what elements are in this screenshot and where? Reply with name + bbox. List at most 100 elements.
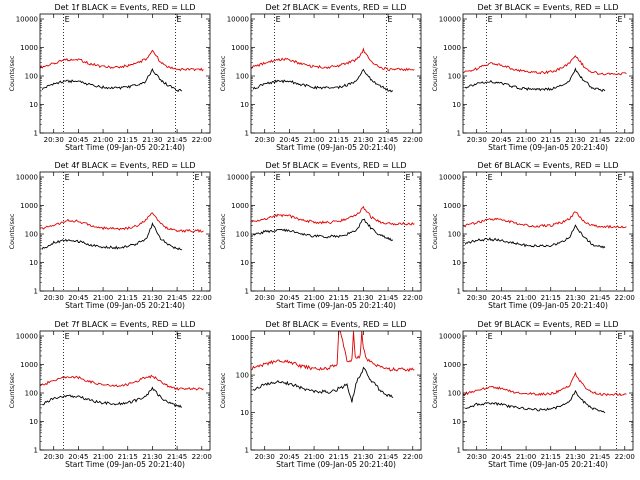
x-tick-label: 22:00	[192, 453, 212, 461]
y-tick-label: 10	[240, 101, 249, 109]
x-tick-label: 20:30	[255, 294, 275, 302]
y-tick-label: 1	[245, 130, 249, 138]
x-tick-label: 21:15	[329, 294, 349, 302]
x-tick-label: 22:00	[403, 136, 423, 144]
x-tick-label: 21:00	[516, 294, 536, 302]
x-tick-label: 21:15	[329, 453, 349, 461]
y-tick-label: 100	[448, 231, 461, 239]
x-tick-label: 21:45	[378, 136, 398, 144]
x-tick-label: 21:30	[142, 453, 162, 461]
panel-title: Det 4f BLACK = Events, RED = LLD	[54, 161, 195, 170]
x-tick-label: 21:00	[516, 136, 536, 144]
time-marker-glyph: E	[387, 15, 392, 24]
lld-series-line	[251, 205, 415, 226]
lld-series-line	[250, 47, 415, 72]
events-series-line	[41, 221, 183, 251]
time-marker-glyph: E	[176, 332, 181, 341]
x-tick-label: 20:30	[467, 136, 487, 144]
events-series-line	[41, 67, 183, 93]
x-tick-label: 20:45	[279, 136, 299, 144]
events-series-line	[464, 224, 606, 249]
y-tick-label: 10000	[439, 333, 461, 341]
x-tick-label: 20:30	[44, 136, 64, 144]
y-tick-label: 1	[457, 288, 461, 296]
detector-panel: Det 7f BLACK = Events, RED = LLD E E 1 10 100…	[8, 320, 212, 469]
x-tick-label: 21:00	[516, 453, 536, 461]
lld-series-line	[462, 55, 627, 76]
x-tick-label: 21:30	[142, 294, 162, 302]
lld-series-line	[39, 49, 204, 72]
time-marker-glyph: E	[176, 15, 181, 24]
x-tick-label: 21:30	[565, 294, 585, 302]
x-tick-label: 21:15	[329, 136, 349, 144]
y-tick-label: 1	[245, 288, 249, 296]
x-tick-label: 21:45	[590, 136, 610, 144]
x-tick-label: 21:30	[353, 136, 373, 144]
x-axis-label: Start Time (09-Jan-05 20:21:40)	[488, 143, 608, 152]
plot-frame	[250, 330, 422, 451]
y-tick-label: 1000	[231, 334, 249, 342]
y-axis-label: Counts/sec	[431, 213, 439, 249]
time-marker-glyph: E	[65, 15, 70, 24]
x-tick-label: 20:45	[491, 294, 511, 302]
x-tick-label: 21:45	[590, 453, 610, 461]
x-tick-label: 22:00	[192, 294, 212, 302]
plot-frame	[39, 330, 211, 451]
detector-panel: Det 2f BLACK = Events, RED = LLD E E 1 10 100…	[219, 3, 423, 152]
x-tick-label: 21:15	[541, 294, 561, 302]
x-axis-label: Start Time (09-Jan-05 20:21:40)	[65, 143, 185, 152]
events-series-line	[465, 389, 606, 414]
x-axis-label: Start Time (09-Jan-05 20:21:40)	[65, 301, 185, 310]
y-tick-label: 1000	[231, 202, 249, 210]
y-tick-label: 10000	[227, 174, 249, 182]
x-tick-label: 21:30	[565, 136, 585, 144]
panel-title: Det 1f BLACK = Events, RED = LLD	[54, 3, 195, 12]
events-series-line	[252, 68, 394, 93]
plot-frame	[250, 171, 422, 292]
x-tick-label: 21:15	[118, 136, 138, 144]
y-tick-label: 10	[240, 409, 249, 417]
plot-frame	[462, 171, 634, 292]
y-tick-label: 10000	[16, 333, 38, 341]
lld-series-line	[39, 212, 204, 233]
x-tick-label: 21:45	[167, 294, 187, 302]
y-tick-label: 1000	[443, 44, 461, 52]
x-tick-label: 20:30	[255, 453, 275, 461]
y-tick-label: 1	[34, 130, 38, 138]
plot-frame	[39, 171, 211, 292]
detector-panel: Det 8f BLACK = Events, RED = LLD 1 10 100 10…	[219, 320, 423, 469]
x-tick-label: 21:30	[353, 294, 373, 302]
x-tick-label: 22:00	[615, 136, 635, 144]
y-tick-label: 10000	[16, 16, 38, 24]
x-tick-label: 21:00	[304, 294, 324, 302]
time-marker-glyph: E	[618, 15, 623, 24]
y-tick-label: 1	[245, 447, 249, 455]
panel-title: Det 8f BLACK = Events, RED = LLD	[265, 320, 406, 329]
y-tick-label: 1000	[443, 361, 461, 369]
y-tick-label: 1000	[20, 361, 38, 369]
y-tick-label: 10	[452, 418, 461, 426]
x-tick-label: 20:45	[279, 294, 299, 302]
x-tick-label: 20:45	[279, 453, 299, 461]
x-tick-label: 21:30	[565, 453, 585, 461]
x-tick-label: 21:30	[353, 453, 373, 461]
y-axis-label: Counts/sec	[219, 55, 227, 91]
x-axis-label: Start Time (09-Jan-05 20:21:40)	[276, 460, 396, 469]
y-axis-label: Counts/sec	[8, 213, 16, 249]
x-tick-label: 21:45	[167, 136, 187, 144]
plot-frame	[39, 13, 211, 134]
x-tick-label: 21:00	[304, 136, 324, 144]
x-tick-label: 21:15	[541, 136, 561, 144]
y-tick-label: 10	[452, 101, 461, 109]
y-axis-label: Counts/sec	[8, 372, 16, 408]
panel-title: Det 9f BLACK = Events, RED = LLD	[477, 320, 618, 329]
y-tick-label: 10000	[16, 174, 38, 182]
detector-panel: Det 1f BLACK = Events, RED = LLD E E 1 10 100…	[8, 3, 212, 152]
x-tick-label: 21:45	[590, 294, 610, 302]
x-tick-label: 21:45	[167, 453, 187, 461]
panel-title: Det 7f BLACK = Events, RED = LLD	[54, 320, 195, 329]
lld-series-line	[462, 211, 627, 229]
x-tick-label: 20:30	[255, 136, 275, 144]
